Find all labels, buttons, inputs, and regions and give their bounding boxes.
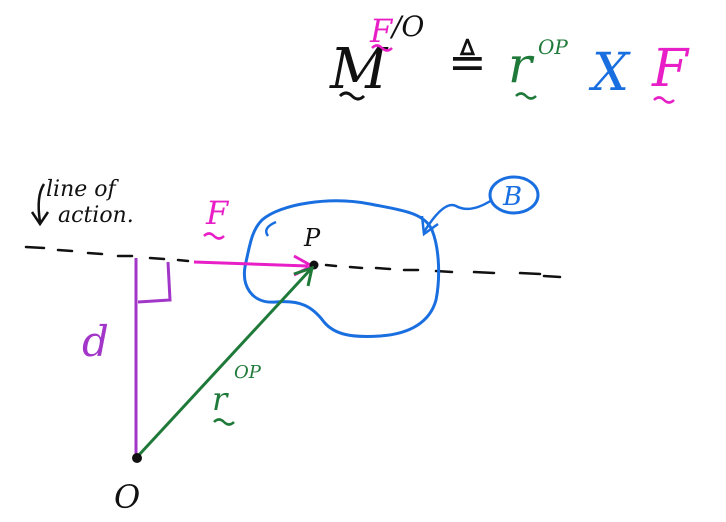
moment-superscript-force: F xyxy=(369,12,394,50)
position-vector: r OP xyxy=(136,265,315,458)
body-pointer-arrow xyxy=(422,198,493,233)
body-label: B xyxy=(488,175,540,215)
distance-label: d xyxy=(82,317,109,366)
force-arrow-shaft xyxy=(193,260,309,268)
body-pointer-arrowhead xyxy=(420,215,439,237)
line-of-action-label: line of action. xyxy=(30,177,134,228)
origin-dot xyxy=(132,453,142,463)
body-label-circle xyxy=(488,175,540,215)
position-superscript: OP xyxy=(538,35,568,59)
defined-as-symbol: ≜ xyxy=(448,35,487,89)
position-tilde xyxy=(515,92,537,100)
force-tilde xyxy=(653,96,675,104)
superscript-force-tilde xyxy=(371,44,393,52)
distance-line: d xyxy=(82,258,172,456)
origin-label: O xyxy=(114,478,140,516)
equation: M F /O ≜ r OP X F xyxy=(329,10,690,104)
line-of-action-text-2: action. xyxy=(58,203,134,228)
cross-symbol: X xyxy=(588,43,631,103)
body-label-text: B xyxy=(502,182,522,212)
line-of-action-arrowhead xyxy=(30,211,50,227)
line-of-action-text-1: line of xyxy=(46,177,119,202)
force-label: F xyxy=(205,194,230,232)
position-vector-tilde xyxy=(213,418,235,426)
moment-tilde xyxy=(338,91,366,101)
position-symbol: r xyxy=(508,36,535,94)
moment-superscript-point: /O xyxy=(389,10,424,43)
position-arrow-shaft xyxy=(136,268,312,458)
position-arrowhead xyxy=(293,265,315,287)
body-outline xyxy=(243,199,441,338)
force-symbol: F xyxy=(651,39,690,99)
point-p-label: P xyxy=(303,224,321,252)
moment-symbol: M xyxy=(329,37,389,102)
right-angle-mark xyxy=(137,261,172,304)
body-inner-mark xyxy=(265,220,277,237)
force-label-tilde xyxy=(203,232,225,240)
line-of-action-arrow xyxy=(37,183,46,223)
position-vector-label: r xyxy=(212,380,229,418)
dashed-line-of-action xyxy=(24,245,562,279)
position-vector-superscript: OP xyxy=(234,362,262,383)
